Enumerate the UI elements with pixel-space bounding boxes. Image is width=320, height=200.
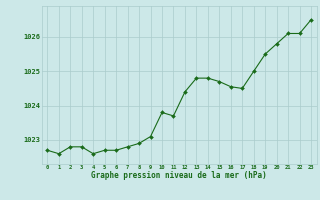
X-axis label: Graphe pression niveau de la mer (hPa): Graphe pression niveau de la mer (hPa): [91, 171, 267, 180]
